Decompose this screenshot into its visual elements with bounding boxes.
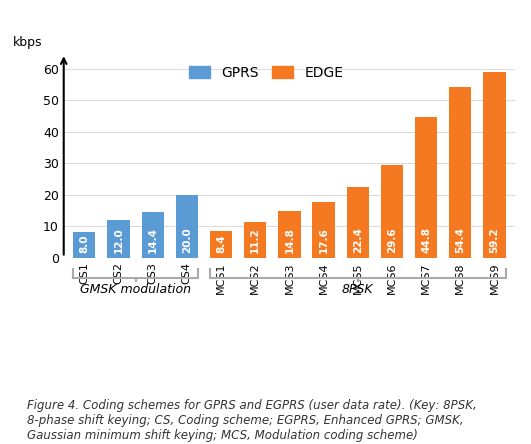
- Text: 22.4: 22.4: [353, 227, 363, 253]
- Bar: [278, 211, 301, 258]
- Text: 20.0: 20.0: [182, 227, 192, 253]
- Text: 14.8: 14.8: [285, 227, 294, 253]
- Text: 29.6: 29.6: [387, 227, 397, 253]
- Y-axis label: kbps: kbps: [13, 36, 42, 49]
- Bar: [449, 87, 472, 258]
- Bar: [176, 194, 198, 258]
- Text: 59.2: 59.2: [490, 227, 500, 253]
- Text: 8.0: 8.0: [79, 234, 89, 253]
- Bar: [107, 220, 130, 258]
- Bar: [73, 232, 96, 258]
- Text: 8.4: 8.4: [216, 234, 226, 253]
- Text: 11.2: 11.2: [250, 227, 260, 253]
- Text: Figure 4. Coding schemes for GPRS and EGPRS (user data rate). (Key: 8PSK,
8-phas: Figure 4. Coding schemes for GPRS and EG…: [27, 399, 476, 442]
- Bar: [210, 231, 232, 258]
- Legend: GPRS, EDGE: GPRS, EDGE: [184, 60, 349, 85]
- Text: 12.0: 12.0: [114, 227, 123, 253]
- Text: 54.4: 54.4: [456, 227, 465, 253]
- Bar: [312, 202, 335, 258]
- Text: 44.8: 44.8: [421, 227, 431, 253]
- Bar: [347, 187, 369, 258]
- Bar: [483, 71, 506, 258]
- Text: GMSK modulation: GMSK modulation: [80, 283, 191, 296]
- Bar: [141, 212, 164, 258]
- Text: 14.4: 14.4: [148, 227, 158, 253]
- Text: 17.6: 17.6: [319, 227, 329, 253]
- Bar: [244, 222, 267, 258]
- Bar: [381, 165, 403, 258]
- Bar: [415, 117, 438, 258]
- Text: 8PSK: 8PSK: [342, 283, 374, 296]
